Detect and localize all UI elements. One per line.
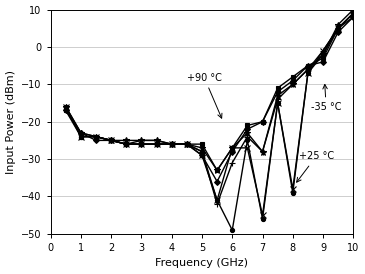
- X-axis label: Frequency (GHz): Frequency (GHz): [155, 258, 249, 269]
- Text: -35 °C: -35 °C: [311, 84, 341, 113]
- Text: +25 °C: +25 °C: [297, 151, 334, 182]
- Text: +90 °C: +90 °C: [187, 73, 222, 118]
- Y-axis label: Input Power (dBm): Input Power (dBm): [5, 70, 16, 174]
